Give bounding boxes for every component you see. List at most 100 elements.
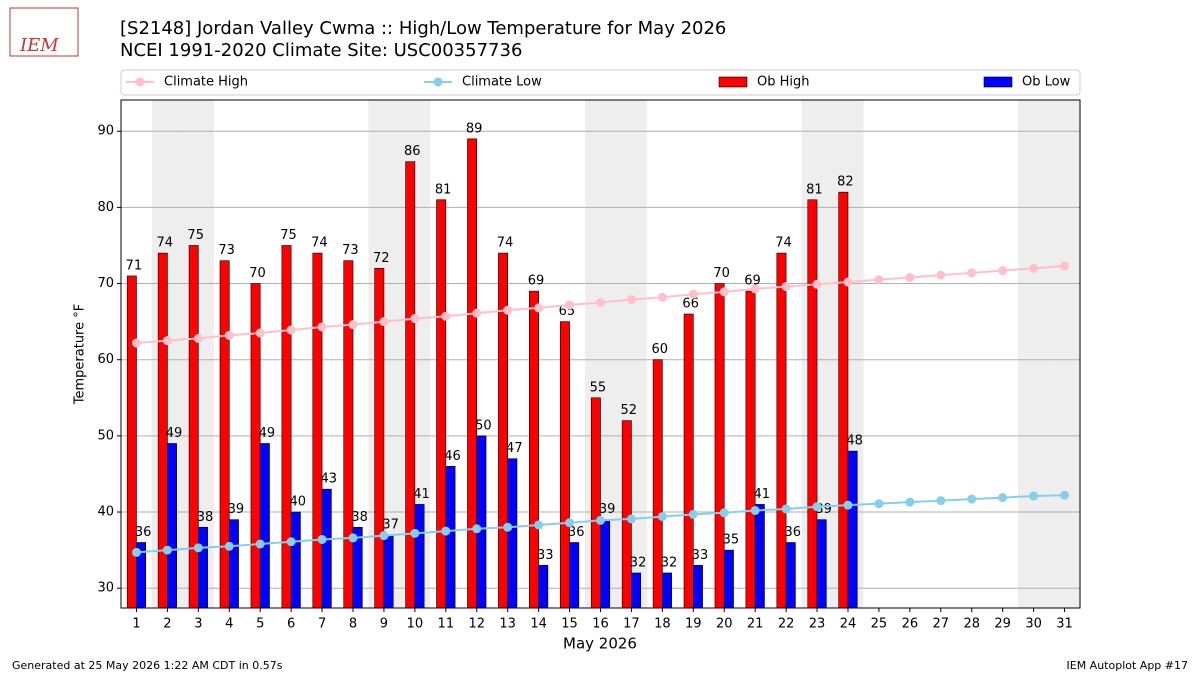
x-tick-label: 19 [685, 617, 702, 632]
line-point [503, 522, 513, 532]
line-point [534, 303, 544, 313]
bar [683, 313, 694, 609]
line-point [410, 314, 420, 324]
line-point [719, 508, 729, 518]
legend-swatch [983, 76, 1013, 88]
x-tick-label: 3 [194, 617, 202, 632]
bar [436, 199, 447, 609]
line-point [131, 547, 141, 557]
x-tick-label: 23 [809, 617, 826, 632]
line-point [1029, 491, 1039, 501]
line-point [131, 338, 141, 348]
value-label: 36 [568, 525, 585, 540]
x-tick-label: 2 [163, 617, 171, 632]
line-point [750, 506, 760, 516]
x-tick-label: 4 [225, 617, 233, 632]
bar [167, 443, 177, 609]
bar [507, 458, 518, 609]
chart-title: [S2148] Jordan Valley Cwma :: High/Low T… [120, 18, 726, 39]
bar [559, 321, 570, 609]
legend-label: Climate Low [462, 75, 542, 90]
x-tick-label: 14 [530, 617, 547, 632]
bar [807, 199, 818, 609]
line-point [781, 504, 791, 514]
line-point [719, 287, 729, 297]
value-label: 50 [475, 418, 492, 433]
plot-frame [120, 99, 1081, 609]
x-tick-label: 13 [499, 617, 516, 632]
bar [321, 488, 332, 609]
value-label: 33 [692, 548, 709, 563]
value-label: 48 [846, 434, 863, 449]
line-point [441, 311, 451, 321]
value-label: 49 [166, 426, 183, 441]
value-label: 33 [537, 548, 554, 563]
line-point [657, 512, 667, 522]
x-tick-label: 28 [963, 617, 980, 632]
line-point [193, 543, 203, 553]
footer-right: IEM Autoplot App #17 [1067, 659, 1189, 672]
bar [785, 542, 796, 609]
value-label: 32 [661, 555, 678, 570]
line-point [162, 336, 172, 346]
value-label: 32 [630, 555, 647, 570]
line-point [317, 322, 327, 332]
line-point [379, 531, 389, 541]
value-label: 72 [373, 251, 390, 266]
legend-label: Climate High [164, 75, 248, 90]
line-point [843, 500, 853, 510]
line-point [410, 528, 420, 538]
x-tick-label: 24 [840, 617, 857, 632]
value-label: 75 [280, 228, 297, 243]
bar [343, 260, 354, 609]
bar [312, 252, 323, 609]
bar [219, 260, 230, 609]
y-tick-label: 60 [97, 352, 114, 367]
x-tick-label: 11 [438, 617, 455, 632]
x-tick-label: 22 [778, 617, 795, 632]
value-label: 60 [651, 342, 668, 357]
x-tick-label: 17 [623, 617, 640, 632]
value-label: 55 [590, 380, 607, 395]
line-point [162, 545, 172, 555]
x-tick-label: 29 [994, 617, 1011, 632]
y-tick-label: 70 [97, 276, 114, 291]
logo: IEM [19, 35, 59, 56]
line-point [750, 284, 760, 294]
value-label: 69 [528, 274, 545, 289]
value-label: 35 [723, 533, 740, 548]
line-point [626, 514, 636, 524]
x-tick-label: 16 [592, 617, 609, 632]
line-point [874, 499, 884, 509]
line-point [224, 541, 234, 551]
legend-label: Ob Low [1022, 75, 1071, 90]
bar [745, 290, 756, 609]
line-point [626, 295, 636, 305]
value-label: 81 [435, 182, 452, 197]
value-label: 36 [784, 525, 801, 540]
logo-frame [9, 7, 79, 57]
value-label: 74 [156, 236, 173, 251]
footer-left: Generated at 25 May 2026 1:22 AM CDT in … [12, 659, 283, 672]
value-label: 52 [621, 403, 638, 418]
line-point [534, 520, 544, 530]
x-tick-label: 15 [561, 617, 578, 632]
value-label: 73 [218, 243, 235, 258]
bar [847, 450, 858, 609]
line-point [781, 282, 791, 292]
value-label: 41 [413, 487, 430, 502]
bar [714, 283, 725, 609]
bar [621, 420, 632, 609]
bar [281, 245, 292, 609]
line-point [1029, 263, 1039, 273]
bar [538, 565, 549, 609]
x-tick-label: 9 [380, 617, 388, 632]
line-point [596, 515, 605, 525]
value-label: 46 [444, 449, 461, 464]
weekend-shade [1018, 100, 1050, 608]
line-point [286, 325, 296, 335]
bar [414, 504, 425, 609]
x-axis-label: May 2026 [563, 635, 637, 653]
line-point [286, 537, 296, 547]
line-point [936, 496, 946, 506]
